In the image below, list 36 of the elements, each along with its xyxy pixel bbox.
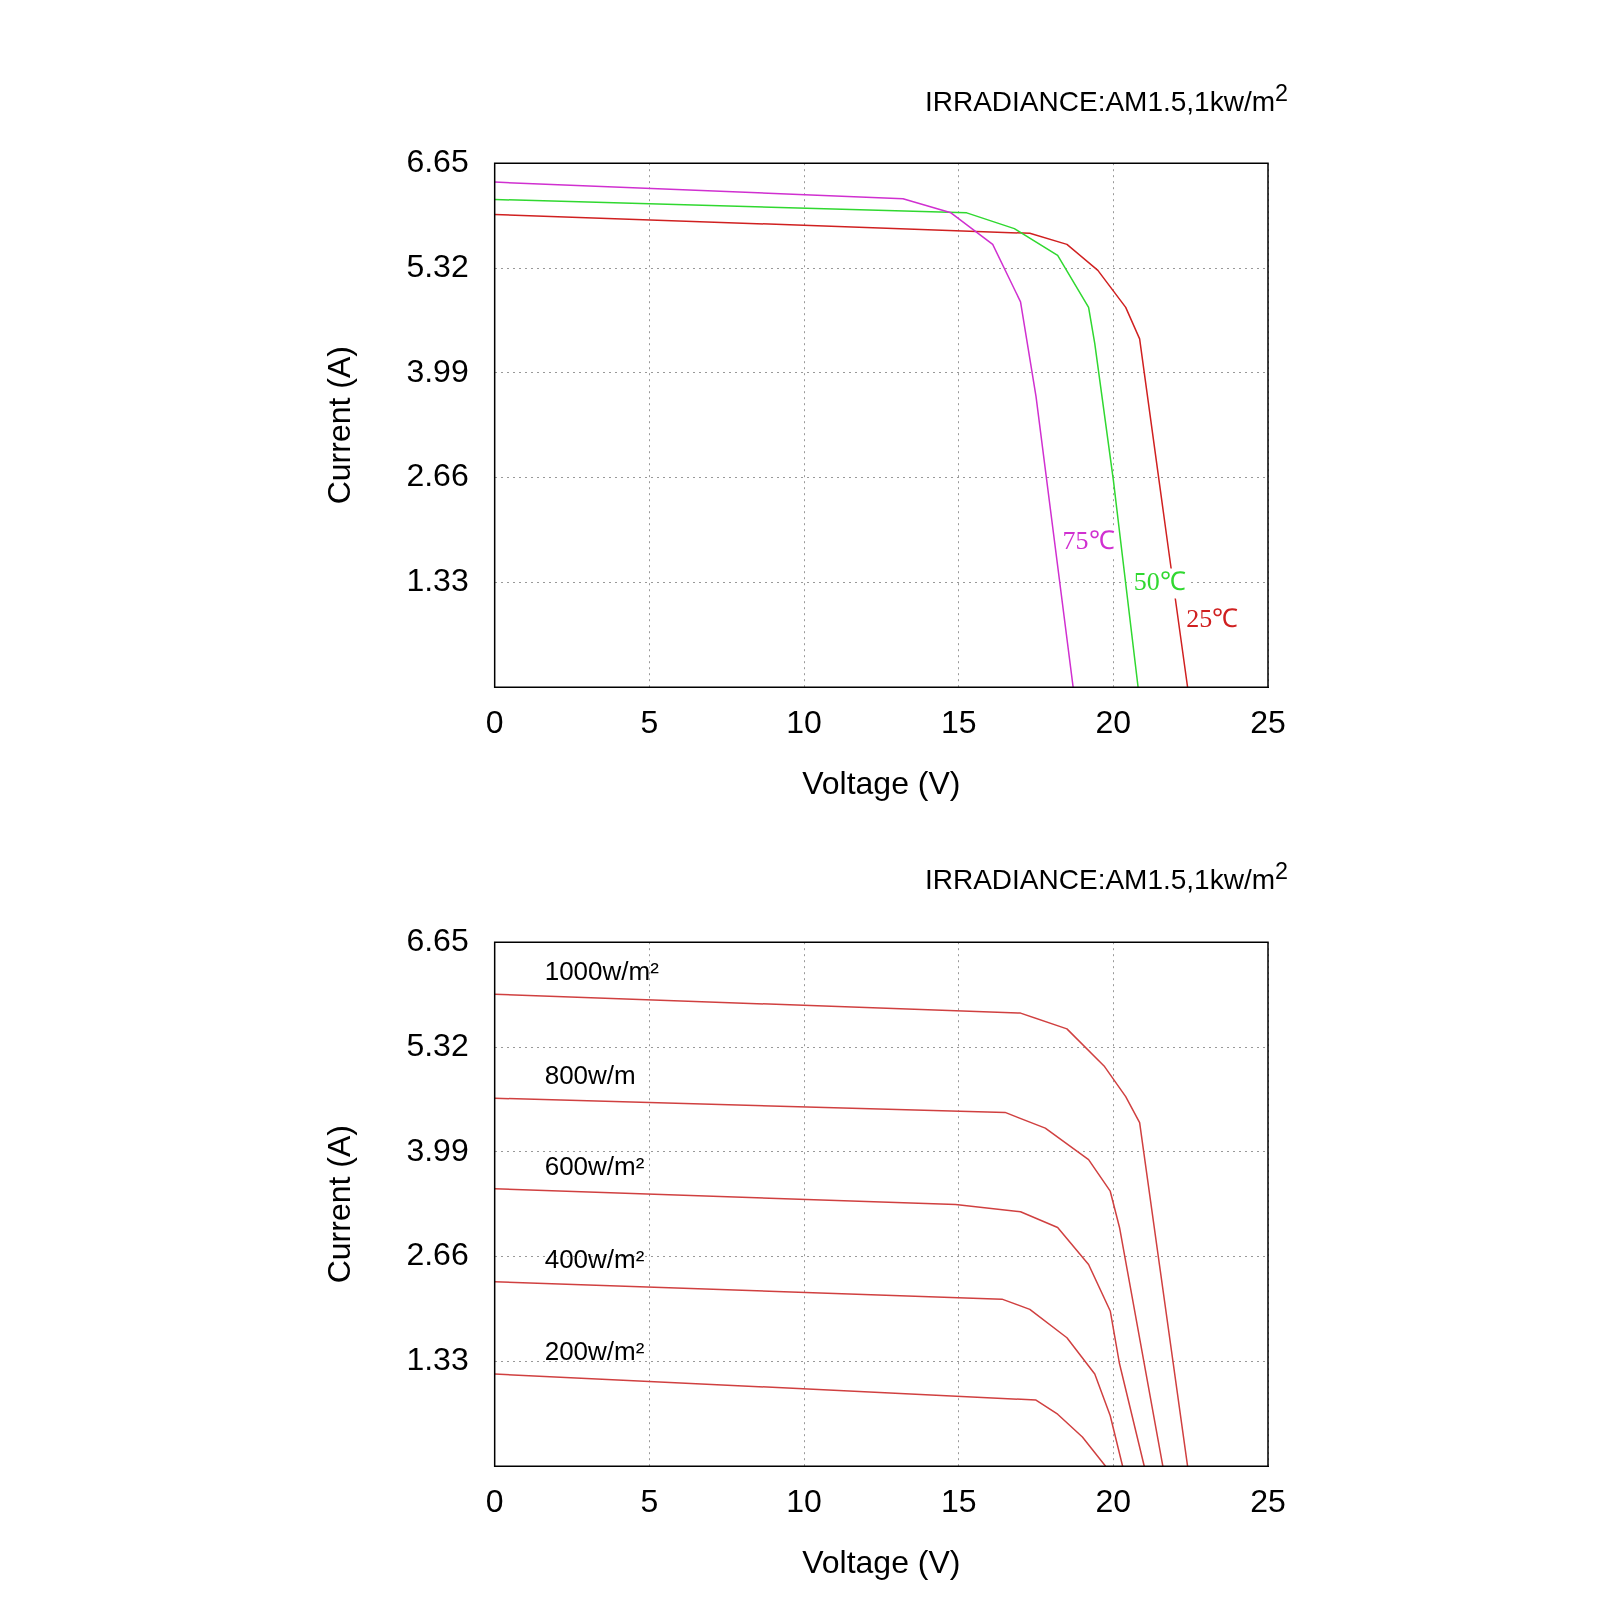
x-tick-label: 25 xyxy=(1250,704,1286,741)
x-tick-label: 20 xyxy=(1095,1482,1132,1519)
chart-title: IRRADIANCE:AM1.5,1kw/m$^{2}$ xyxy=(923,858,1289,897)
y-axis-title: Current (A) xyxy=(321,346,358,505)
x-tick-label: 5 xyxy=(640,1482,659,1519)
x-tick-label: 15 xyxy=(940,1482,977,1519)
x-tick-label: 25 xyxy=(1250,1482,1286,1519)
x-axis-title: Voltage (V) xyxy=(802,1543,961,1580)
x-axis-title: Voltage (V) xyxy=(802,764,961,801)
y-tick-label: 5.32 xyxy=(406,248,469,285)
series-label: 200w/m² xyxy=(544,1335,645,1366)
x-tick-label: 10 xyxy=(786,1482,822,1519)
y-tick-label: 5.32 xyxy=(406,1026,469,1063)
y-tick-label: 6.65 xyxy=(406,921,469,958)
x-tick-label: 0 xyxy=(485,704,504,741)
x-tick-label: 15 xyxy=(940,704,977,741)
series-label: 400w/m² xyxy=(544,1243,645,1274)
y-tick-label: 1.33 xyxy=(406,562,469,599)
series-label: 50℃ xyxy=(1133,567,1186,597)
y-tick-label: 6.65 xyxy=(406,143,469,180)
x-tick-label: 10 xyxy=(786,704,822,741)
series-label: 600w/m² xyxy=(544,1150,645,1181)
series-label: 75℃ xyxy=(1062,525,1115,555)
y-tick-label: 3.99 xyxy=(406,352,469,389)
y-tick-label: 1.33 xyxy=(406,1340,469,1377)
series-label: 800w/m xyxy=(544,1060,636,1091)
series-label: 25℃ xyxy=(1186,604,1239,634)
x-tick-label: 0 xyxy=(485,1482,504,1519)
y-tick-label: 2.66 xyxy=(406,1236,469,1273)
x-tick-label: 5 xyxy=(640,704,659,741)
y-tick-label: 3.99 xyxy=(406,1131,469,1168)
y-tick-label: 2.66 xyxy=(406,457,469,494)
y-axis-title: Current (A) xyxy=(321,1124,358,1283)
chart-title: IRRADIANCE:AM1.5,1kw/m$^{2}$ xyxy=(923,80,1289,119)
x-tick-label: 20 xyxy=(1095,704,1132,741)
series-label: 1000w/m² xyxy=(544,956,660,987)
